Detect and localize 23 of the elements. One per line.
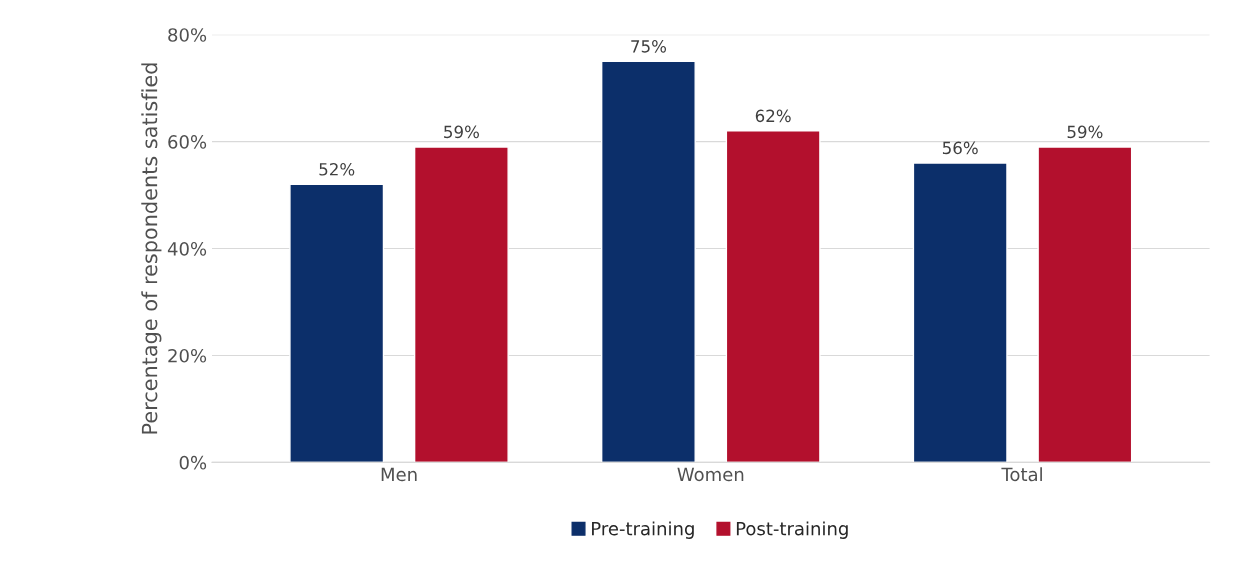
legend-label: Post-training [736, 521, 848, 539]
data-label: 59% [1067, 125, 1103, 139]
bar [912, 162, 1008, 463]
y-tick-label: 80% [168, 28, 207, 42]
data-label: 56% [942, 141, 978, 155]
data-label: 52% [319, 162, 355, 176]
x-tick-label: Men [381, 467, 417, 482]
x-tick-label: Women [677, 467, 744, 482]
y-tick-label: 20% [168, 348, 207, 363]
y-tick-label: 40% [167, 242, 207, 256]
data-label: 75% [631, 40, 667, 53]
y-tick-label: 0% [179, 455, 207, 470]
data-label: 59% [444, 125, 479, 139]
bar [289, 183, 385, 463]
legend-label: Pre-training [592, 521, 694, 539]
bar [413, 146, 509, 463]
bar [600, 60, 696, 463]
bar [725, 130, 821, 463]
x-tick-label: Total [1001, 467, 1042, 482]
y-axis-title: Percentage of respondents satisfied [141, 63, 162, 434]
y-tick-label: 60% [168, 135, 207, 149]
bar [1037, 146, 1133, 463]
data-label: 62% [755, 109, 791, 123]
